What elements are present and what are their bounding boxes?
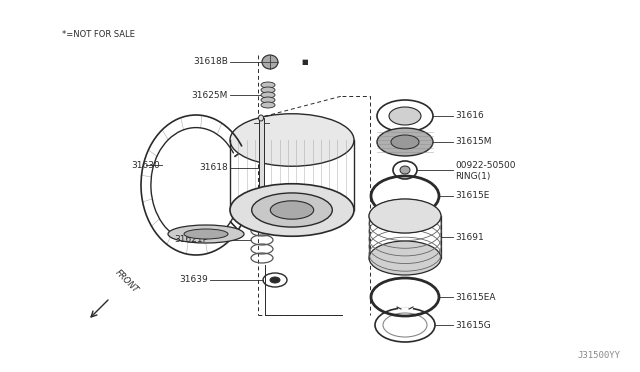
- Ellipse shape: [261, 97, 275, 103]
- Text: 31618B: 31618B: [193, 58, 228, 67]
- Text: 31615M: 31615M: [455, 138, 492, 147]
- Text: 31621P: 31621P: [174, 235, 208, 244]
- Ellipse shape: [377, 128, 433, 156]
- Ellipse shape: [391, 135, 419, 149]
- Ellipse shape: [262, 55, 278, 69]
- Ellipse shape: [252, 193, 332, 227]
- Ellipse shape: [230, 114, 354, 166]
- Text: 00922-50500: 00922-50500: [455, 160, 515, 170]
- Text: 31625M: 31625M: [191, 90, 228, 99]
- Ellipse shape: [261, 82, 275, 88]
- Text: RING(1): RING(1): [455, 173, 490, 182]
- Text: 31691: 31691: [455, 232, 484, 241]
- Ellipse shape: [261, 102, 275, 108]
- Ellipse shape: [400, 166, 410, 174]
- Text: 31639: 31639: [179, 276, 208, 285]
- Text: 31630: 31630: [131, 160, 160, 170]
- Text: 31618: 31618: [199, 164, 228, 173]
- Text: 31615E: 31615E: [455, 192, 490, 201]
- Ellipse shape: [184, 229, 228, 239]
- Text: ■: ■: [301, 59, 308, 65]
- Ellipse shape: [369, 199, 441, 233]
- Ellipse shape: [270, 201, 314, 219]
- Bar: [259, 118, 264, 208]
- Text: J31500YY: J31500YY: [577, 351, 620, 360]
- Text: FRONT: FRONT: [113, 268, 140, 295]
- Text: 31615G: 31615G: [455, 321, 491, 330]
- Ellipse shape: [389, 107, 421, 125]
- Ellipse shape: [369, 241, 441, 275]
- Ellipse shape: [261, 87, 275, 93]
- Ellipse shape: [270, 277, 280, 283]
- Ellipse shape: [261, 92, 275, 98]
- Ellipse shape: [259, 115, 264, 121]
- Ellipse shape: [259, 205, 264, 211]
- Text: 31616: 31616: [455, 112, 484, 121]
- Ellipse shape: [230, 184, 354, 236]
- Text: *=NOT FOR SALE: *=NOT FOR SALE: [62, 30, 135, 39]
- Ellipse shape: [168, 225, 244, 243]
- Text: 31615EA: 31615EA: [455, 292, 495, 301]
